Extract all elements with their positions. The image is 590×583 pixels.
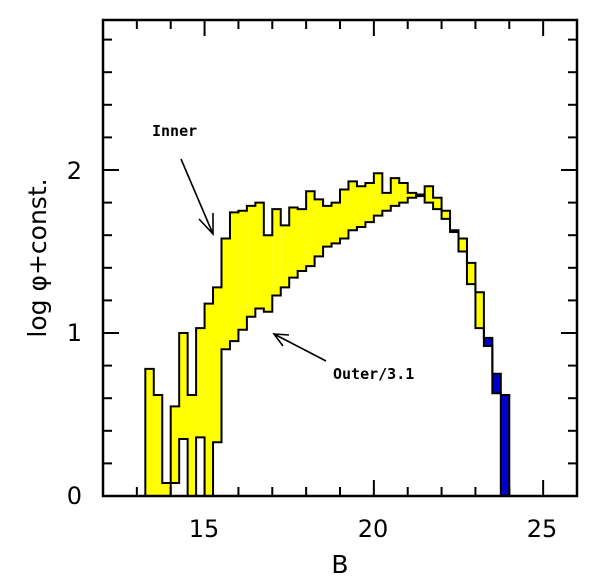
inner-excess-bin [179,333,188,439]
inner-excess-bin [238,210,247,330]
inner-excess-bin [246,205,256,317]
inner-excess-bin [229,212,239,342]
inner-excess-bin [382,192,391,211]
x-tick-label-25: 25 [527,515,558,543]
inner-excess-bin [162,482,171,496]
inner-excess-bin [145,368,154,496]
outer-excess-bin [500,394,510,496]
inner-excess-bin [153,394,163,496]
x-tick-label-15: 15 [189,515,220,543]
x-axis-label: B [331,550,348,579]
inner-excess-bin [433,197,442,210]
y-tick-label-2: 2 [67,157,82,185]
inner-excess-bin [280,225,290,288]
annotation-inner-arrowhead [198,213,214,237]
inner-excess-bin [441,210,451,219]
inner-excess-bin [297,209,307,272]
inner-excess-bin [314,199,324,257]
inner-excess-bin [170,406,180,483]
annotation-outer: Outer/3.1 [333,365,414,383]
inner-excess-bin [306,191,315,267]
annotation-inner: Inner [152,122,197,140]
histogram-line-layer [144,172,511,497]
inner-excess-bin [475,292,484,329]
inner-excess-bin [356,186,366,228]
inner-excess-bin [424,186,434,203]
tick-marks [103,20,577,497]
outer-histogram-line [162,193,511,497]
inner-excess-bin [221,238,230,350]
annotation-inner-arrow [180,158,214,235]
inner-excess-bin [213,287,222,443]
outer-excess-bin [492,373,501,394]
inner-excess-bin [399,183,408,203]
annotation-outer-arrow [273,333,327,362]
annotation-outer-arrowhead [272,333,290,347]
inner-excess-bin [331,202,340,244]
inner-excess-bin [458,238,467,252]
inner-excess-bin [289,207,298,278]
inner-excess-bin [263,235,273,312]
inner-excess-bin [187,394,197,496]
inner-excess-bin [204,303,214,496]
y-tick-label-1: 1 [67,319,82,347]
y-tick-label-0: 0 [67,482,82,510]
inner-excess-bin [466,262,476,285]
inner-excess-bin [390,178,400,206]
outer-excess-bin [483,337,493,347]
inner-excess-bin [272,209,281,296]
x-tick-label-20: 20 [358,515,389,543]
inner-excess-bin [407,192,417,198]
inner-excess-bin [373,173,383,216]
inner-excess-bin [323,205,332,247]
inner-excess-bin [348,181,357,231]
inner-excess-bin [196,328,205,438]
inner-excess-bin [365,183,374,223]
inner-excess-bin [255,202,264,309]
y-axis-label: log φ+const. [23,178,52,337]
inner-excess-bin [340,189,349,239]
histogram-fill-layer [145,173,510,496]
